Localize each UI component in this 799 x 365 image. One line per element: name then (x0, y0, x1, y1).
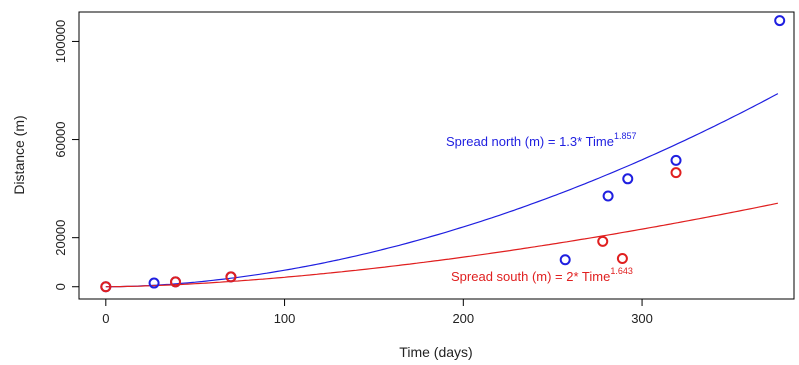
x-tick-label: 0 (102, 311, 109, 326)
south-data-point (100, 281, 112, 293)
south-data-point (616, 253, 628, 265)
south-data-point (225, 271, 237, 283)
north-fit-annotation: Spread north (m) = 1.3* Time1.857 (446, 131, 637, 149)
x-axis: 0 100 200 300 (102, 298, 653, 326)
north-data-point (774, 15, 786, 27)
north-fit-line (105, 93, 779, 288)
north-data-point (602, 190, 614, 202)
north-data-point (670, 154, 682, 166)
fit-lines (105, 93, 779, 288)
x-axis-label: Time (days) (399, 344, 472, 360)
north-fit-exponent: 1.857 (614, 131, 637, 141)
north-data-point (148, 277, 160, 289)
south-fit-line (105, 202, 779, 288)
south-fit-annotation: Spread south (m) = 2* Time1.643 (451, 266, 633, 284)
y-axis-label: Distance (m) (11, 115, 27, 194)
y-tick-label: 0 (53, 283, 68, 290)
y-axis: 0 20000 60000 100000 (53, 20, 80, 290)
south-data-point (670, 167, 682, 179)
x-tick-label: 300 (631, 311, 653, 326)
data-points (100, 15, 786, 293)
x-tick-label: 200 (452, 311, 474, 326)
south-fit-formula: Spread south (m) = 2* Time (451, 269, 610, 284)
north-fit-formula: Spread north (m) = 1.3* Time (446, 134, 614, 149)
south-data-point (170, 276, 182, 288)
y-tick-label: 100000 (53, 20, 68, 63)
plot-frame (78, 11, 795, 300)
x-tick-label: 100 (274, 311, 296, 326)
south-data-point (597, 235, 609, 247)
y-tick-label: 60000 (53, 121, 68, 157)
north-data-point (622, 173, 634, 185)
south-fit-exponent: 1.643 (610, 266, 633, 276)
y-tick-label: 20000 (53, 220, 68, 256)
north-data-point (559, 254, 571, 266)
